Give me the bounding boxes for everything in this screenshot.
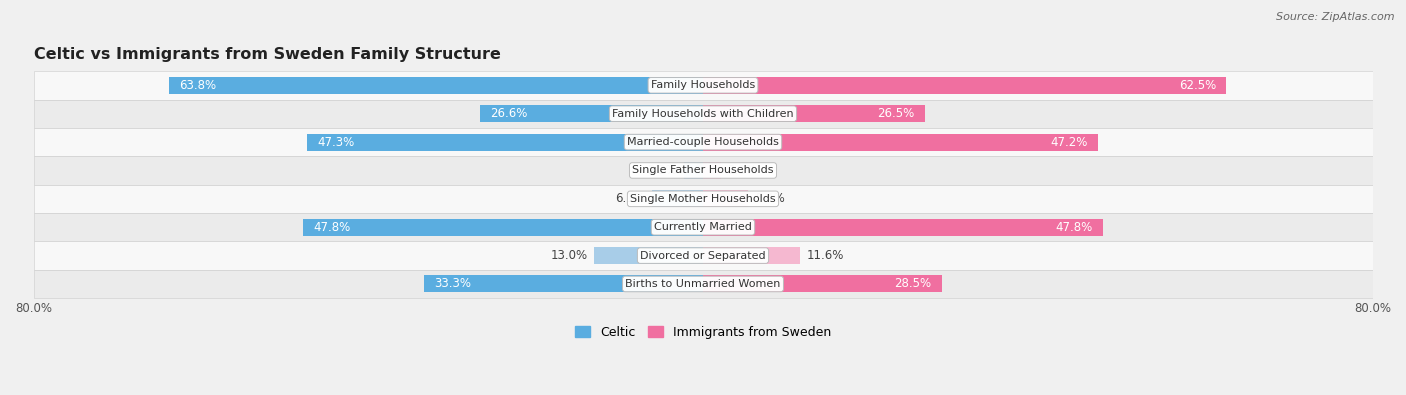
Text: Family Households: Family Households (651, 80, 755, 90)
Bar (34, 128, 1372, 156)
Bar (34, 270, 1372, 298)
Bar (425, 275, 703, 292)
Text: Married-couple Households: Married-couple Households (627, 137, 779, 147)
Bar (703, 162, 720, 179)
Text: Source: ZipAtlas.com: Source: ZipAtlas.com (1277, 12, 1395, 22)
Text: Celtic vs Immigrants from Sweden Family Structure: Celtic vs Immigrants from Sweden Family … (34, 47, 501, 62)
Bar (34, 100, 1372, 128)
Bar (34, 184, 1372, 213)
Bar (703, 275, 942, 292)
Text: 13.0%: 13.0% (550, 249, 588, 262)
Legend: Celtic, Immigrants from Sweden: Celtic, Immigrants from Sweden (569, 321, 837, 344)
Text: 33.3%: 33.3% (434, 277, 471, 290)
Bar (652, 190, 703, 207)
Text: 47.8%: 47.8% (1056, 221, 1092, 234)
Bar (481, 105, 703, 122)
Bar (683, 162, 703, 179)
Text: 47.3%: 47.3% (318, 135, 354, 149)
Bar (34, 71, 1372, 100)
Bar (703, 105, 925, 122)
Text: Family Households with Children: Family Households with Children (612, 109, 794, 119)
Text: 47.2%: 47.2% (1050, 135, 1088, 149)
Text: Single Father Households: Single Father Households (633, 166, 773, 175)
Bar (703, 77, 1226, 94)
Bar (703, 190, 748, 207)
Text: 47.8%: 47.8% (314, 221, 350, 234)
Text: 28.5%: 28.5% (894, 277, 931, 290)
Text: 62.5%: 62.5% (1178, 79, 1216, 92)
Bar (34, 213, 1372, 241)
Text: 11.6%: 11.6% (807, 249, 844, 262)
Bar (169, 77, 703, 94)
Text: 26.6%: 26.6% (491, 107, 527, 120)
Text: 63.8%: 63.8% (179, 79, 217, 92)
Text: 2.3%: 2.3% (647, 164, 678, 177)
Text: 26.5%: 26.5% (877, 107, 915, 120)
Bar (595, 247, 703, 264)
Bar (34, 156, 1372, 184)
Text: 6.1%: 6.1% (616, 192, 645, 205)
Text: 5.4%: 5.4% (755, 192, 785, 205)
Text: 2.1%: 2.1% (727, 164, 758, 177)
Bar (34, 241, 1372, 270)
Bar (703, 247, 800, 264)
Bar (302, 219, 703, 236)
Text: Single Mother Households: Single Mother Households (630, 194, 776, 204)
Text: Divorced or Separated: Divorced or Separated (640, 250, 766, 261)
Bar (703, 134, 1098, 150)
Bar (307, 134, 703, 150)
Bar (703, 219, 1104, 236)
Text: Currently Married: Currently Married (654, 222, 752, 232)
Text: Births to Unmarried Women: Births to Unmarried Women (626, 279, 780, 289)
